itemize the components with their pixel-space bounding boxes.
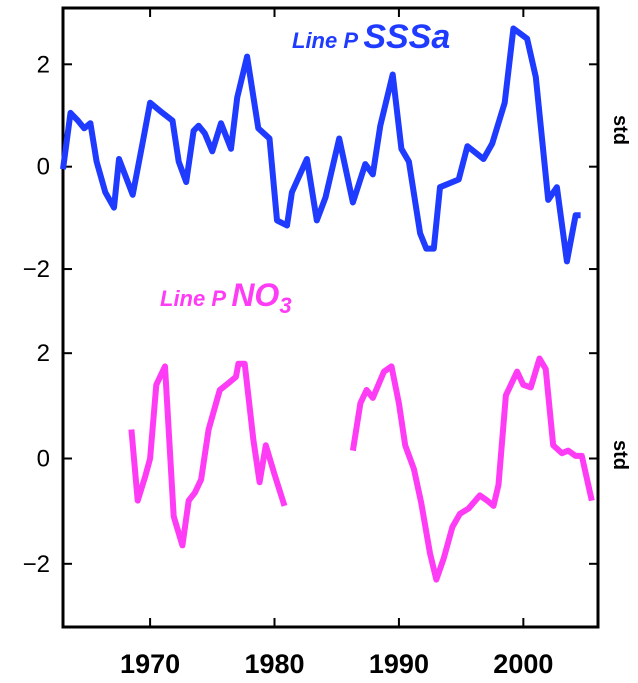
series-label-no3: Line P NO3 — [160, 277, 292, 318]
series-line-sssa-segment-0 — [60, 25, 581, 265]
series-label-main: SSSa — [363, 18, 450, 56]
series-label-sssa: Line P SSSa — [292, 18, 450, 56]
side-unit-label: std — [609, 115, 631, 145]
series-label-main: NO — [231, 277, 279, 313]
y-tick-label: −2 — [23, 256, 50, 283]
x-tick-label: 1980 — [244, 649, 304, 679]
series-line-no3-segment-0 — [128, 360, 288, 549]
y-tick-label: 2 — [37, 340, 50, 367]
x-tick-label: 1970 — [120, 649, 180, 679]
series-label-subscript: 3 — [279, 293, 291, 318]
series-label-prefix: Line P — [292, 28, 363, 53]
series-label-prefix: Line P — [160, 286, 231, 311]
side-unit-label: std — [609, 440, 631, 470]
axes-frame — [61, 6, 600, 629]
series-line-no3-segment-1 — [349, 355, 595, 583]
y-tick-label: −2 — [23, 551, 50, 578]
x-tick-label: 1990 — [369, 649, 429, 679]
y-tick-label: 2 — [37, 51, 50, 78]
y-tick-label: 0 — [37, 446, 50, 473]
x-tick-label: 2000 — [493, 649, 553, 679]
y-tick-label: 0 — [37, 154, 50, 181]
